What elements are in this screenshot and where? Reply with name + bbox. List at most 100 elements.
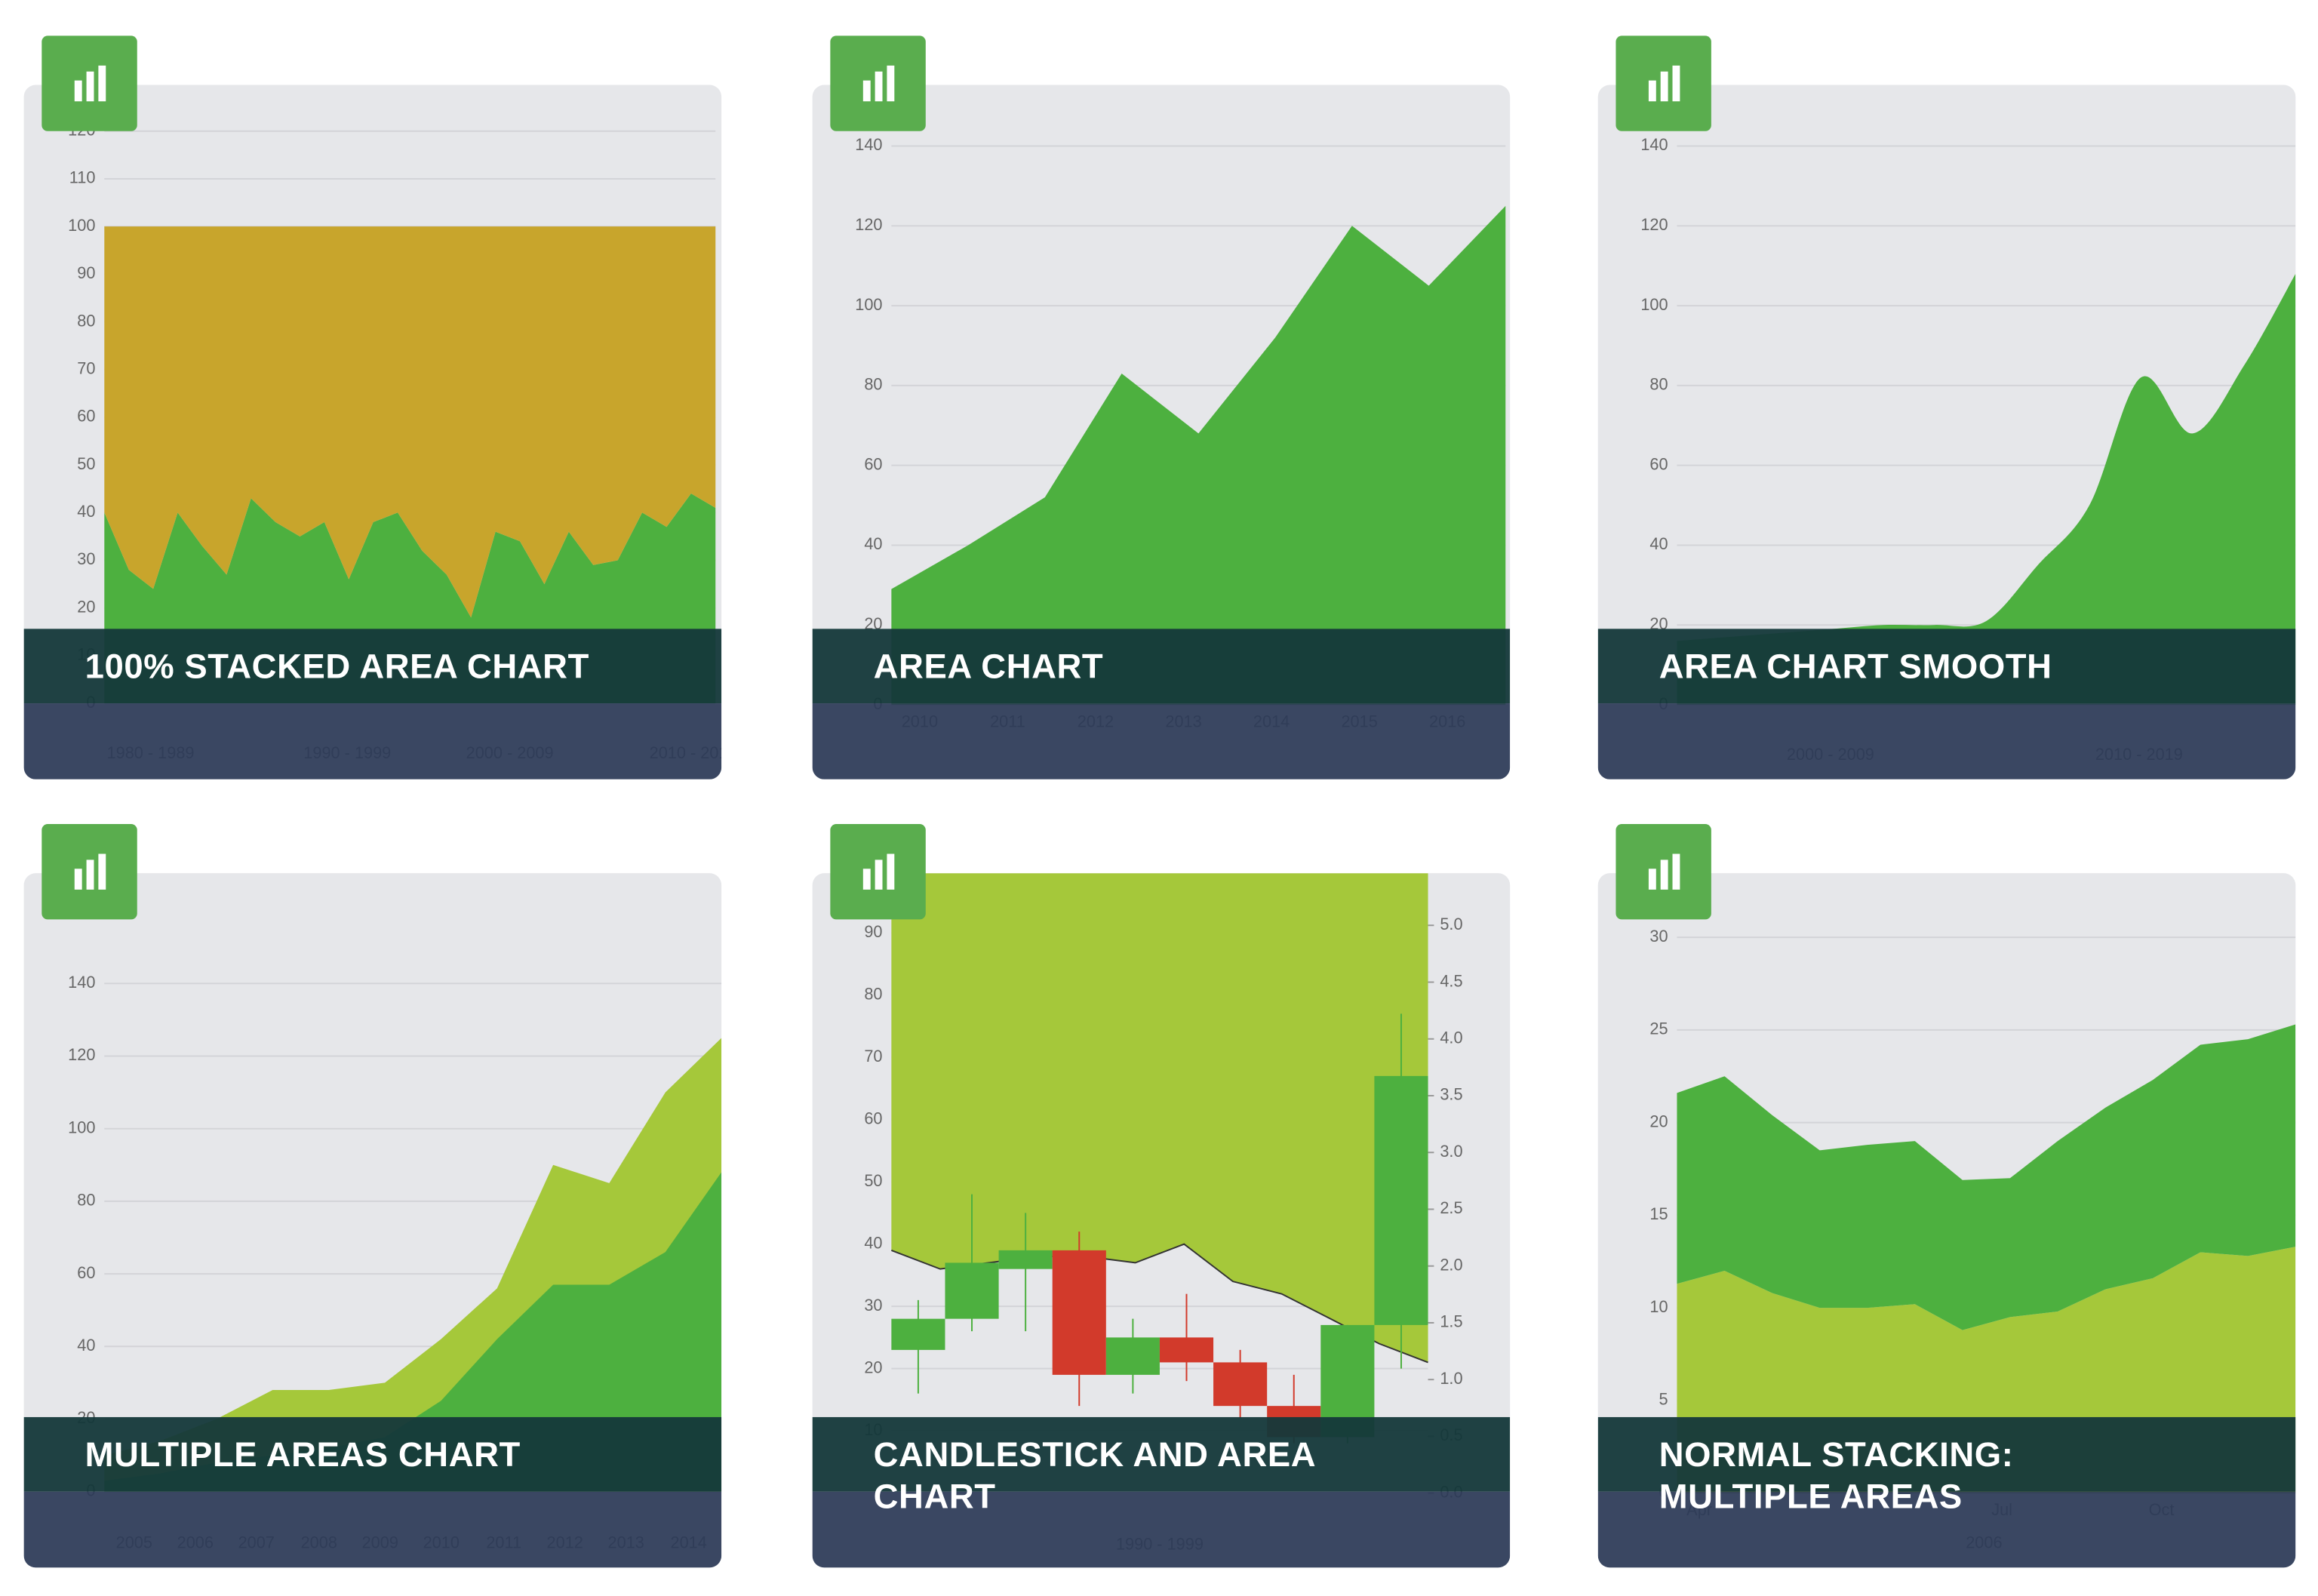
candle-body xyxy=(1374,1075,1428,1325)
y-tick-label: 50 xyxy=(77,454,95,473)
y-tick-label: 100 xyxy=(68,1118,95,1136)
y-tick-label: 5 xyxy=(1659,1390,1668,1409)
area xyxy=(891,205,1506,706)
area xyxy=(1677,273,2296,706)
icon-bar xyxy=(1648,80,1656,102)
y-tick-label: 40 xyxy=(77,1336,95,1355)
y-tick-label: 60 xyxy=(77,1263,95,1282)
y-tick-label: 100 xyxy=(68,216,95,235)
y-tick-label: 60 xyxy=(864,454,882,473)
icon-bar xyxy=(1660,860,1668,890)
title-band xyxy=(812,1416,1511,1492)
candle-body xyxy=(1105,1337,1160,1375)
y2-tick-label: 1.5 xyxy=(1440,1312,1462,1331)
icon-bar xyxy=(1672,65,1680,102)
y-tick-label: 25 xyxy=(1649,1019,1668,1038)
y2-tick-label: 5.0 xyxy=(1440,915,1462,933)
candle-body xyxy=(1052,1250,1106,1375)
y-tick-label: 120 xyxy=(1640,215,1668,234)
y-tick-label: 90 xyxy=(77,263,95,282)
y-tick-label: 30 xyxy=(1649,927,1668,946)
card-title: MULTIPLE AREAS CHART xyxy=(85,1435,521,1474)
icon-bar xyxy=(1648,869,1656,890)
candle-body xyxy=(1159,1337,1214,1363)
y-tick-label: 80 xyxy=(864,984,882,1003)
chart-card: 0204060801001201402000 - 20092010 - 2019… xyxy=(1597,85,2296,780)
area xyxy=(104,226,716,618)
y2-tick-label: 3.0 xyxy=(1440,1142,1462,1161)
y-tick-label: 60 xyxy=(1649,454,1668,473)
icon-bar xyxy=(74,869,82,890)
y-tick-label: 70 xyxy=(864,1047,882,1066)
y-tick-label: 140 xyxy=(855,135,882,154)
candle-body xyxy=(891,1318,945,1350)
footer-band xyxy=(812,1491,1511,1568)
candle-body xyxy=(1213,1362,1268,1407)
chart-icon xyxy=(830,824,926,920)
icon-bar xyxy=(74,80,82,102)
y-tick-label: 110 xyxy=(69,168,96,187)
card-title: NORMAL STACKING: MULTIPLE AREAS xyxy=(1659,1435,2014,1516)
chart-icon xyxy=(830,35,926,131)
chart-card: 1020304050607080900.00.51.01.52.02.53.03… xyxy=(812,873,1511,1568)
y-tick-label: 80 xyxy=(77,311,95,330)
y-tick-label: 90 xyxy=(864,922,882,941)
y2-tick-label: 4.0 xyxy=(1440,1028,1462,1047)
icon-bar xyxy=(875,71,883,102)
card-title: 100% STACKED AREA CHART xyxy=(85,647,589,686)
footer-band xyxy=(23,703,722,780)
y-tick-label: 20 xyxy=(77,597,95,616)
title-band xyxy=(1597,629,2296,704)
footer-band xyxy=(812,703,1511,780)
y-tick-label: 20 xyxy=(1649,1112,1668,1130)
y-tick-label: 120 xyxy=(68,1045,95,1064)
chart-card: 0204060801001201402005200620072008200920… xyxy=(23,873,722,1568)
candle-body xyxy=(945,1262,999,1319)
y2-tick-label: 2.5 xyxy=(1440,1198,1462,1217)
icon-bar xyxy=(875,860,883,890)
card-title: AREA CHART SMOOTH xyxy=(1659,647,2052,686)
chart-icon xyxy=(42,35,137,131)
icon-bar xyxy=(887,65,895,102)
chart-icon xyxy=(42,824,137,920)
chart-icon xyxy=(1616,824,1711,920)
y-tick-label: 80 xyxy=(864,375,882,394)
y2-tick-label: 2.0 xyxy=(1440,1255,1462,1274)
icon-bar xyxy=(98,65,106,102)
y2-tick-label: 1.0 xyxy=(1440,1369,1462,1388)
footer-band xyxy=(1597,703,2296,780)
icon-bar xyxy=(887,853,895,890)
y-tick-label: 80 xyxy=(77,1191,95,1210)
chart-card: 051015202530AprJulOct2006NORMAL STACKING… xyxy=(1597,873,2296,1568)
y-tick-label: 140 xyxy=(1640,135,1668,154)
y-tick-label: 40 xyxy=(1649,534,1668,553)
y-tick-label: 15 xyxy=(1649,1204,1668,1223)
y-tick-label: 30 xyxy=(864,1296,882,1315)
title-band xyxy=(1597,1416,2296,1492)
y-tick-label: 60 xyxy=(864,1109,882,1127)
title-band xyxy=(23,1416,722,1492)
icon-bar xyxy=(1672,853,1680,890)
y-tick-label: 70 xyxy=(77,358,95,377)
y-tick-label: 40 xyxy=(864,1233,882,1252)
icon-bar xyxy=(862,80,871,102)
chart-card: 0204060801001201402010201120122013201420… xyxy=(812,85,1511,780)
y-tick-label: 30 xyxy=(77,549,95,568)
y-tick-label: 140 xyxy=(68,973,95,992)
y2-tick-label: 4.5 xyxy=(1440,971,1462,990)
y-tick-label: 40 xyxy=(77,502,95,521)
y-tick-label: 100 xyxy=(1640,295,1668,314)
area xyxy=(104,1172,722,1492)
y-tick-label: 20 xyxy=(864,1358,882,1376)
icon-bar xyxy=(862,869,871,890)
footer-band xyxy=(1597,1491,2296,1568)
y-tick-label: 80 xyxy=(1649,375,1668,394)
footer-band xyxy=(23,1491,722,1568)
thumbnail-chart: 1020304050607080900.00.51.01.52.02.53.03… xyxy=(864,873,1463,1553)
card-title: AREA CHART xyxy=(873,647,1104,686)
area xyxy=(1677,1024,2296,1330)
candle-body xyxy=(998,1250,1053,1269)
y2-tick-label: 3.5 xyxy=(1440,1085,1462,1104)
